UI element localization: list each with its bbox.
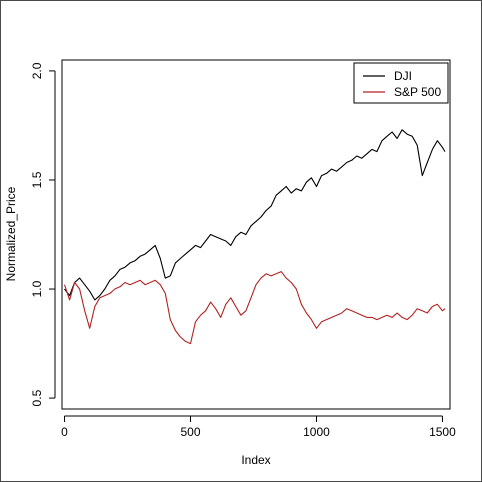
legend-label-dji: DJI (394, 69, 412, 83)
legend-label-sp500: S&P 500 (394, 85, 441, 99)
x-tick-label: 500 (180, 425, 200, 439)
y-tick-label: 1.0 (30, 280, 44, 297)
y-tick-label: 0.5 (30, 389, 44, 406)
legend: DJI S&P 500 (353, 62, 449, 104)
x-tick-label: 1000 (303, 425, 330, 439)
y-axis-label: Normalized_Price (4, 186, 18, 281)
x-axis: 0 500 1000 1500 (61, 415, 456, 439)
series-line-0 (64, 129, 446, 301)
y-axis: 0.5 1.0 1.5 2.0 (30, 62, 56, 406)
series-layer (63, 129, 446, 345)
series-line-1 (63, 271, 446, 345)
x-tick-label: 0 (61, 425, 68, 439)
plot-area-border (61, 59, 451, 410)
legend-box (353, 62, 449, 104)
y-tick-label: 1.5 (30, 171, 44, 188)
x-tick-label: 1500 (429, 425, 456, 439)
x-axis-label: Index (241, 453, 270, 467)
y-tick-label: 2.0 (30, 62, 44, 79)
